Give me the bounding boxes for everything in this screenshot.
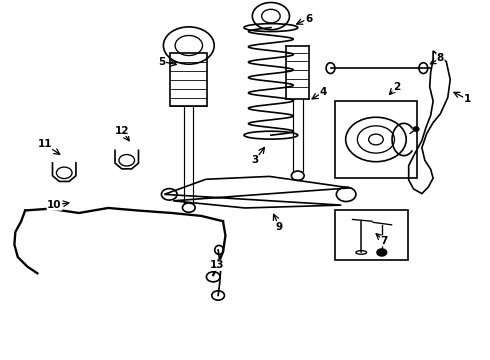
Bar	[335, 210, 408, 260]
Text: 8: 8	[437, 53, 444, 63]
Text: 6: 6	[305, 14, 312, 24]
Text: 4: 4	[319, 87, 327, 97]
Text: 12: 12	[115, 126, 129, 135]
Text: 10: 10	[47, 200, 62, 210]
Circle shape	[377, 249, 387, 256]
Text: 13: 13	[209, 260, 224, 270]
Circle shape	[413, 127, 419, 131]
Text: 9: 9	[276, 222, 283, 231]
Text: 11: 11	[37, 139, 52, 149]
Text: 2: 2	[393, 82, 400, 92]
Bar	[335, 101, 417, 178]
Text: 7: 7	[381, 236, 388, 246]
Text: 3: 3	[251, 155, 258, 165]
Text: 5: 5	[158, 57, 166, 67]
Text: 1: 1	[464, 94, 471, 104]
